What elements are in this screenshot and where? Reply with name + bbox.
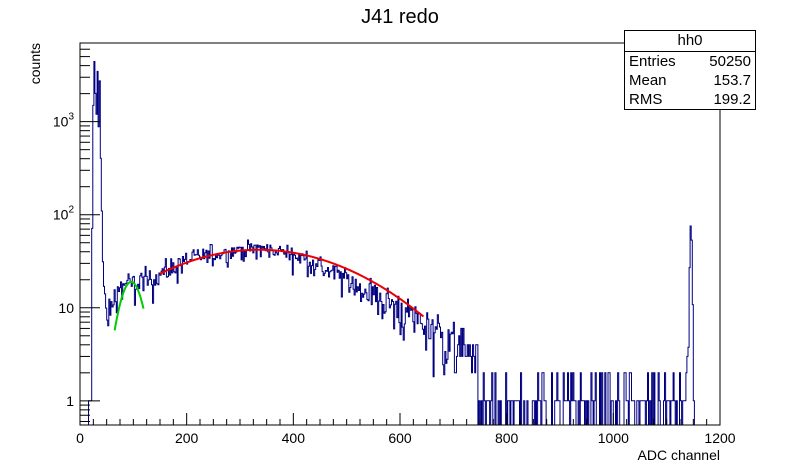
fit-low-curve bbox=[113, 280, 145, 331]
fit-main-curve bbox=[159, 248, 425, 318]
chart-title: J41 redo bbox=[361, 6, 439, 28]
x-tick-label: 600 bbox=[388, 430, 412, 446]
stats-entries-value: 50250 bbox=[709, 53, 751, 70]
y-tick-label: 1 bbox=[66, 393, 74, 409]
x-tick-label: 1000 bbox=[598, 430, 629, 446]
stats-rms-row: RMS 199.2 bbox=[625, 90, 755, 109]
stats-mean-label: Mean bbox=[629, 72, 667, 89]
stats-box-title: hh0 bbox=[625, 31, 755, 52]
stats-entries-row: Entries 50250 bbox=[625, 52, 755, 71]
x-tick-label: 200 bbox=[175, 430, 199, 446]
histogram-line bbox=[87, 61, 699, 426]
x-tick-label: 1200 bbox=[704, 430, 735, 446]
stats-rms-label: RMS bbox=[629, 91, 663, 108]
y-tick-label: 10 bbox=[58, 300, 74, 316]
y-tick-label: 102 bbox=[53, 205, 75, 223]
stats-mean-value: 153.7 bbox=[713, 72, 751, 89]
x-tick-label: 400 bbox=[282, 430, 306, 446]
stats-mean-row: Mean 153.7 bbox=[625, 71, 755, 90]
x-tick-label: 0 bbox=[76, 430, 84, 446]
stats-entries-label: Entries bbox=[629, 53, 676, 70]
stats-rms-value: 199.2 bbox=[713, 91, 751, 108]
y-tick-label: 103 bbox=[53, 112, 75, 130]
x-tick-label: 800 bbox=[495, 430, 519, 446]
stats-box: hh0 Entries 50250 Mean 153.7 RMS 199.2 bbox=[624, 30, 756, 110]
x-axis-title: ADC channel bbox=[638, 447, 721, 463]
y-axis-title: counts bbox=[27, 43, 43, 84]
